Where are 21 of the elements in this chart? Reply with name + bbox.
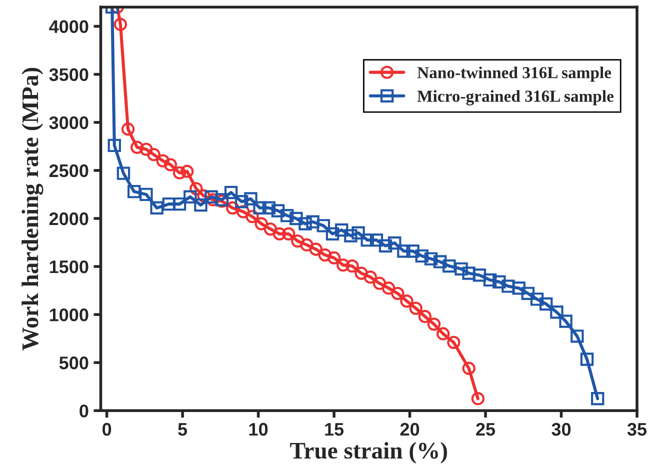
- y-tick-label: 2000: [49, 212, 88, 226]
- y-tick-label: 3000: [49, 116, 88, 130]
- y-tick-label: 2500: [49, 164, 88, 178]
- x-tick-label: 20: [400, 422, 420, 436]
- x-tick-label: 0: [102, 422, 112, 436]
- y-axis-title: Work hardening rate (MPa): [22, 68, 44, 351]
- legend-label: Nano-twinned 316L sample: [417, 66, 612, 82]
- y-tick-label: 3500: [49, 68, 88, 82]
- x-tick-label: 35: [627, 422, 647, 436]
- x-tick-label: 30: [552, 422, 571, 436]
- y-tick-label: 1000: [50, 308, 88, 322]
- x-tick-label: 25: [476, 422, 496, 436]
- x-tick-label: 15: [325, 423, 344, 436]
- y-tick-label: 0: [80, 404, 88, 418]
- y-tick-label: 500: [59, 356, 88, 370]
- y-tick-label: 4000: [49, 20, 88, 34]
- x-tick-label: 5: [178, 423, 188, 436]
- x-tick-label: 10: [249, 422, 268, 436]
- x-axis-title: True strain (%): [290, 442, 447, 464]
- y-tick-label: 1500: [50, 260, 88, 274]
- legend-label: Micro-grained 316L sample: [417, 90, 614, 106]
